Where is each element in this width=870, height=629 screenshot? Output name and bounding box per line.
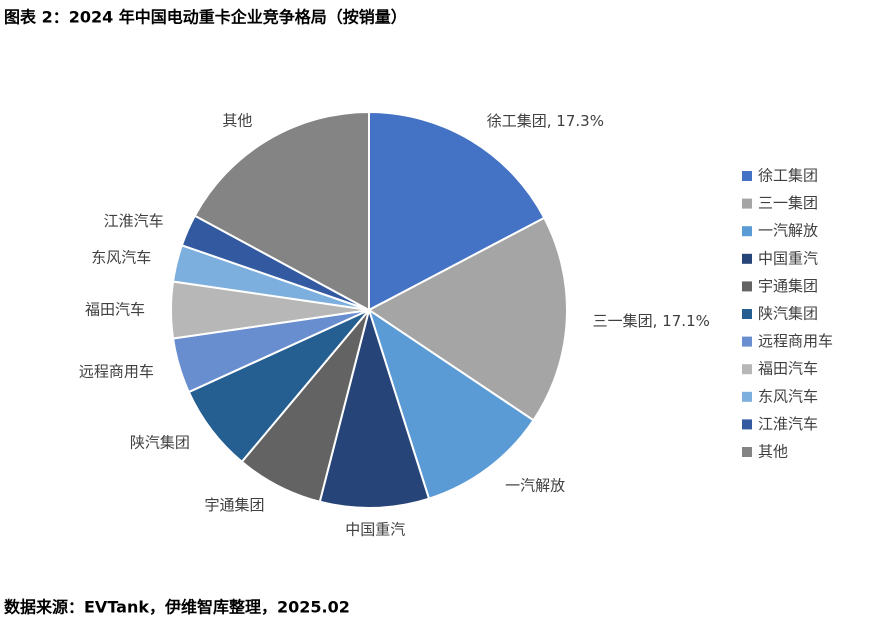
- data-label: 徐工集团, 17.3%: [487, 112, 604, 130]
- pie-slice: [368, 110, 546, 312]
- legend-swatch: [742, 309, 752, 319]
- data-label: 陕汽集团: [130, 434, 190, 452]
- legend-swatch: [742, 391, 752, 402]
- data-label: 宇通集团: [204, 496, 264, 514]
- legend-swatch: [742, 281, 752, 292]
- data-label: 江淮汽车: [104, 212, 164, 230]
- legend-label: 福田汽车: [758, 360, 818, 378]
- legend-label: 远程商用车: [758, 332, 833, 350]
- legend-label: 江淮汽车: [758, 415, 818, 433]
- legend-label: 陕汽集团: [758, 305, 818, 323]
- legend-label: 东风汽车: [758, 387, 818, 405]
- legend-swatch: [742, 226, 752, 237]
- source-note: 数据来源：EVTank，伊维智库整理，2025.02: [4, 598, 350, 617]
- pie-slice: [367, 307, 535, 500]
- chart-title: 图表 2：2024 年中国电动重卡企业竞争格局（按销量）: [4, 8, 407, 27]
- pie-slice: [318, 306, 431, 509]
- data-label: 一汽解放: [505, 476, 565, 494]
- data-label: 远程商用车: [79, 363, 154, 381]
- legend-swatch: [742, 253, 752, 264]
- legend-swatch: [742, 447, 752, 457]
- data-label: 东风汽车: [91, 248, 151, 266]
- data-label: 中国重汽: [345, 520, 405, 538]
- pie-slice: [367, 216, 568, 422]
- legend-label: 一汽解放: [758, 222, 818, 240]
- data-label: 其他: [222, 111, 252, 129]
- legend-label: 中国重汽: [758, 249, 818, 267]
- legend-label: 徐工集团: [758, 167, 818, 185]
- legend-swatch: [742, 419, 752, 430]
- legend-swatch: [742, 198, 752, 209]
- legend-swatch: [742, 171, 752, 181]
- data-label: 三一集团, 17.1%: [593, 312, 710, 330]
- legend-label: 三一集团: [758, 194, 818, 212]
- legend-label: 宇通集团: [758, 277, 818, 295]
- data-label: 福田汽车: [85, 301, 145, 319]
- legend-label: 其他: [758, 443, 788, 461]
- legend-swatch: [742, 336, 752, 347]
- pie-slice: [193, 110, 370, 312]
- legend-swatch: [742, 364, 752, 375]
